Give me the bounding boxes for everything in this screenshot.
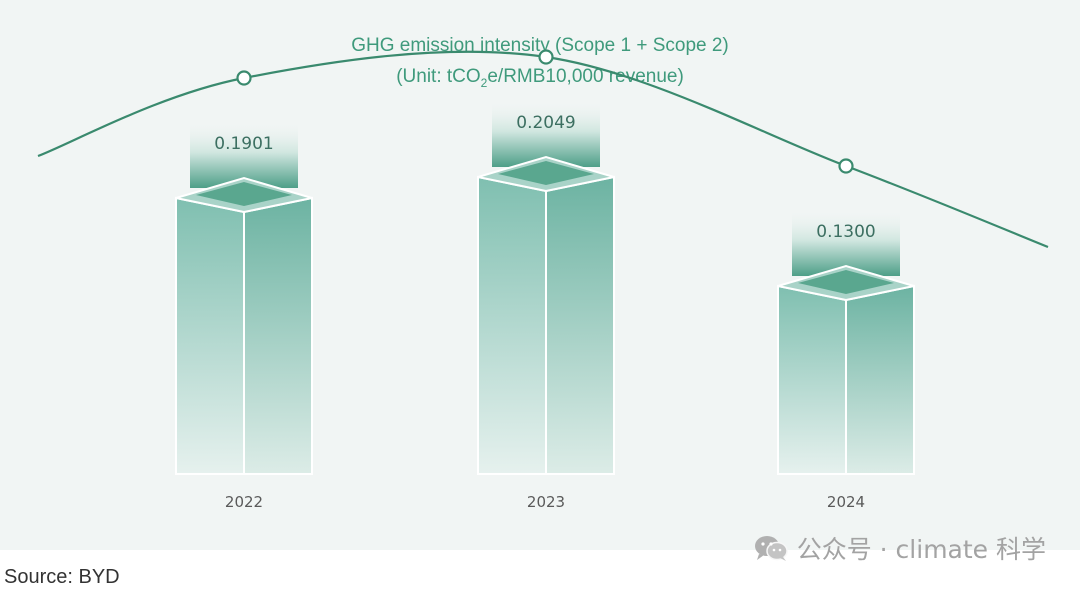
bar-face-left (175, 196, 245, 475)
chart-canvas: GHG emission intensity (Scope 1 + Scope … (0, 0, 1080, 550)
source-note: Source: BYD (4, 566, 120, 588)
bar-face-right (545, 175, 615, 475)
bar-top-inner (498, 161, 594, 185)
bar-2023: 0.2049 2023 (477, 103, 615, 511)
value-label: 0.2049 (516, 113, 575, 133)
trend-point-2023 (538, 49, 554, 65)
chart-title: GHG emission intensity (Scope 1 + Scope … (351, 35, 729, 56)
chart-subtitle-subscript: 2 (481, 76, 488, 90)
bars-layer: 0.1901 2022 0.2049 2023 0.1300 2024 (175, 103, 915, 511)
bar-top-inner (798, 270, 894, 294)
trend-point-2024 (838, 158, 854, 174)
bar-face-left (477, 175, 547, 475)
chart-subtitle: (Unit: tCO2e/RMB10,000 revenue) (396, 66, 684, 90)
watermark: 公众号 · climate 科学 (753, 530, 1046, 566)
bar-top-inner (196, 182, 292, 206)
trend-point-2022 (236, 70, 252, 86)
watermark-text: 公众号 · climate 科学 (796, 535, 1046, 564)
year-label: 2023 (527, 493, 565, 511)
emission-intensity-chart: GHG emission intensity (Scope 1 + Scope … (37, 35, 1049, 511)
value-label: 0.1300 (816, 222, 875, 242)
bar-2022: 0.1901 2022 (175, 124, 313, 511)
value-label: 0.1901 (214, 134, 273, 154)
bar-face-left (777, 284, 847, 475)
bar-2024: 0.1300 2024 (777, 212, 915, 511)
trend-layer (37, 49, 1049, 249)
chart-subtitle-suffix: e/RMB10,000 revenue) (487, 66, 683, 87)
chart-subtitle-prefix: (Unit: tCO (396, 66, 480, 87)
bar-face-right (845, 284, 915, 475)
wechat-icon (754, 536, 788, 561)
bar-face-right (243, 196, 313, 475)
year-label: 2022 (225, 493, 263, 511)
year-label: 2024 (827, 493, 865, 511)
